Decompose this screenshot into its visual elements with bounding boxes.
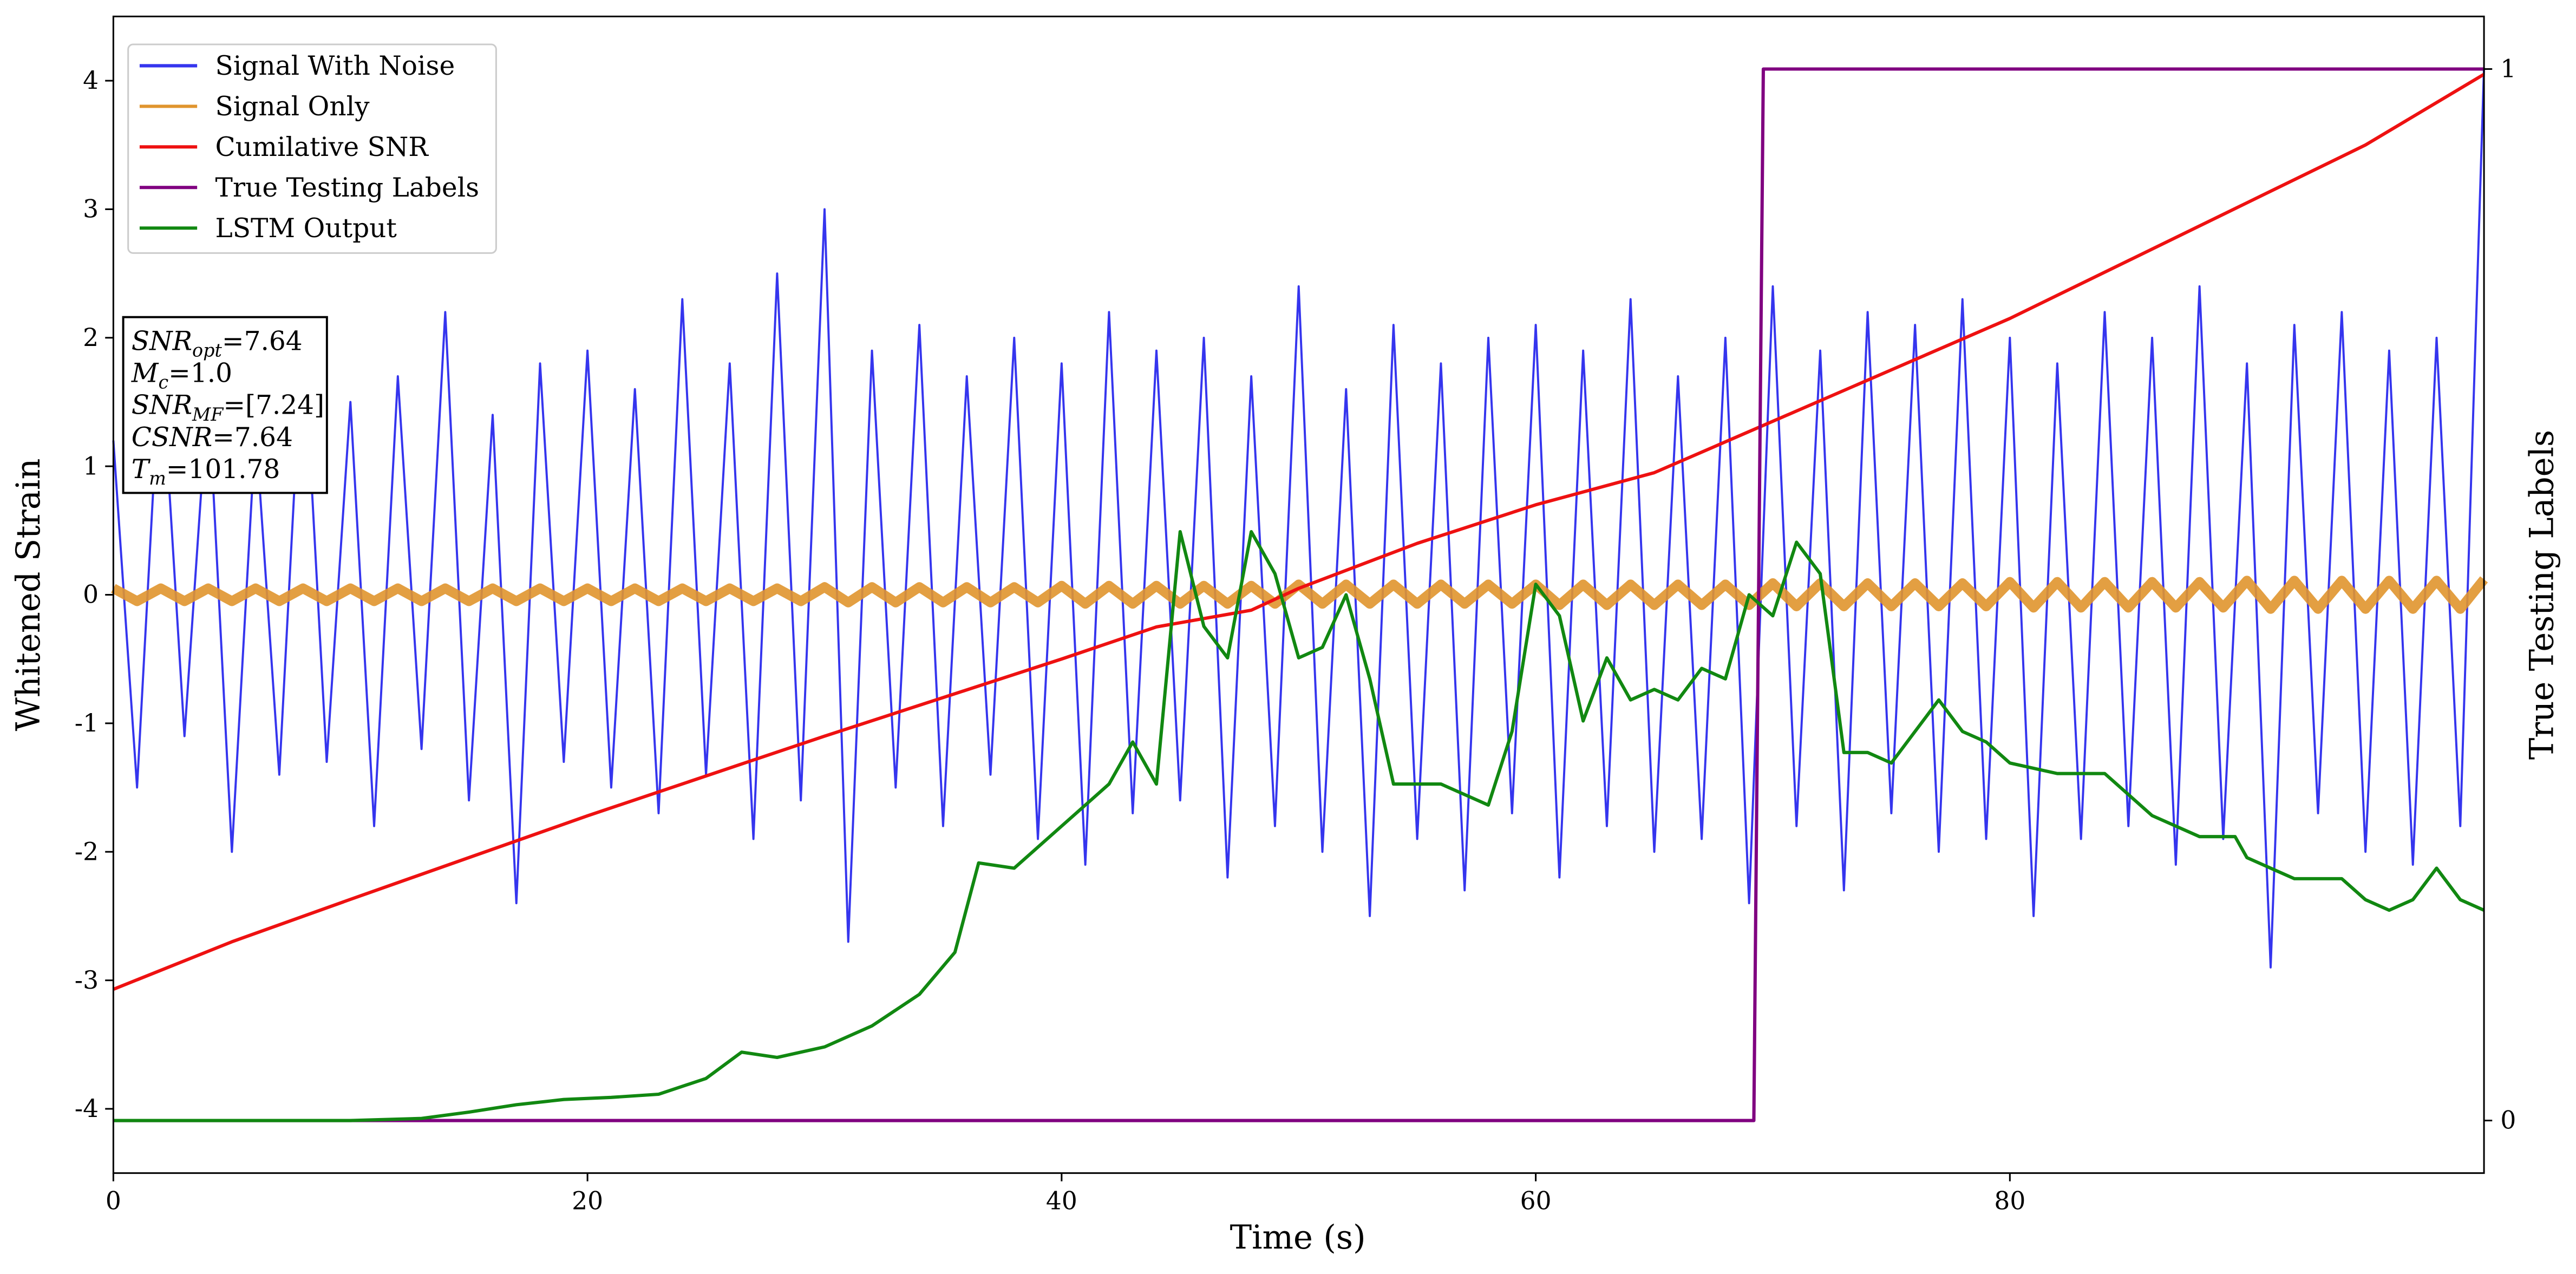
legend-box: [127, 43, 497, 254]
series-line: [113, 530, 2485, 1122]
series-line: [113, 73, 2485, 991]
legend-label: LSTM Output: [215, 213, 397, 244]
y-tick-label: 4: [83, 66, 99, 95]
plot-area: [111, 67, 2488, 1122]
annotation-subscript: m: [149, 468, 166, 489]
annotation-value: =7.64: [222, 326, 303, 356]
annotation-subscript: MF: [192, 404, 224, 425]
y-tick-label: 1: [83, 452, 99, 480]
annotation-value: =[7.24]: [223, 390, 324, 421]
y-tick-label: 3: [83, 195, 99, 224]
annotation: SNRopt=7.64Mc=1.0SNRMF=[7.24]CSNR=7.64Tm…: [122, 316, 328, 494]
annotation-subscript: opt: [192, 340, 222, 361]
annotation-value: =1.0: [168, 358, 232, 389]
series-line: [112, 68, 2486, 969]
annotation-line: SNRMF=[7.24]: [132, 390, 324, 425]
annotation-box: [122, 316, 328, 494]
x-tick-label: 40: [1046, 1186, 1077, 1215]
legend-label: Signal With Noise: [215, 51, 455, 81]
annotation-subscript: c: [158, 372, 168, 393]
y2-axis-label: True Testing Labels: [2523, 430, 2561, 760]
legend-label: Cumilative SNR: [215, 132, 429, 162]
annotation-symbol: CSNR: [132, 422, 212, 453]
series-line: [111, 576, 2488, 614]
annotation-symbol: SNR: [132, 326, 192, 356]
legend-label: True Testing Labels: [215, 173, 480, 203]
annotation-value: =7.64: [212, 422, 293, 453]
y-tick-label: -3: [75, 966, 99, 995]
y2-tick-label: 0: [2500, 1106, 2516, 1135]
y-tick-label: -4: [75, 1094, 99, 1123]
x-tick-label: 0: [106, 1186, 121, 1215]
legend-label: Signal Only: [215, 92, 370, 122]
x-tick-label: 60: [1520, 1186, 1552, 1215]
x-axis-label: Time (s): [1230, 1219, 1366, 1257]
y-axis-label: Whitened Strain: [10, 459, 48, 731]
y-tick-label: 0: [83, 580, 99, 609]
annotation-line: SNRopt=7.64: [132, 326, 303, 361]
y-tick-label: 2: [83, 323, 99, 352]
x-tick-label: 20: [572, 1186, 603, 1215]
series-line: [113, 67, 2485, 1122]
y-tick-label: -1: [75, 709, 99, 737]
annotation-symbol: M: [131, 358, 159, 389]
y2-tick-label: 1: [2500, 55, 2516, 83]
x-tick-label: 80: [1994, 1186, 2025, 1215]
legend: Signal With Noise Signal Only Cumilative S…: [127, 43, 497, 254]
annotation-symbol: SNR: [132, 390, 192, 421]
annotation-line: Tm=101.78: [132, 454, 280, 489]
annotation-value: =101.78: [166, 454, 280, 485]
annotation-line: Mc=1.0: [131, 358, 232, 393]
annotation-line: CSNR=7.64: [132, 422, 293, 453]
y-tick-label: -2: [75, 837, 99, 866]
annotation-symbol: T: [132, 454, 151, 485]
